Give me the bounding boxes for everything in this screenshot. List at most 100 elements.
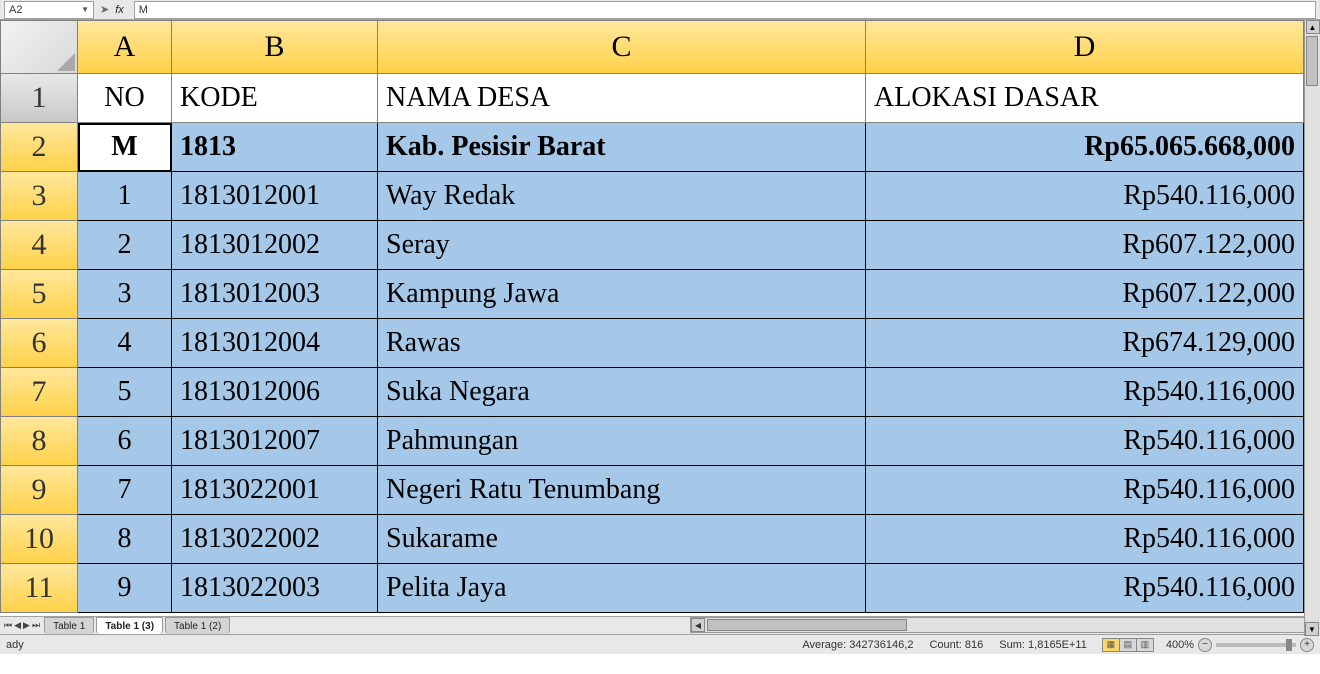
cell-A9[interactable]: 7 [78, 466, 172, 515]
cell-C4[interactable]: Seray [378, 221, 866, 270]
cell-C2[interactable]: Kab. Pesisir Barat [378, 123, 866, 172]
tab-nav-first-icon[interactable]: ⏮ [4, 620, 12, 631]
cell-D4[interactable]: Rp607.122,000 [866, 221, 1304, 270]
name-box-dropdown-icon[interactable]: ▼ [81, 5, 89, 14]
cell-A11[interactable]: 9 [78, 564, 172, 613]
cell-reference: A2 [9, 4, 22, 16]
cell-C8[interactable]: Pahmungan [378, 417, 866, 466]
cell-C11[interactable]: Pelita Jaya [378, 564, 866, 613]
row-header-1[interactable]: 1 [0, 74, 78, 123]
cell-D10[interactable]: Rp540.116,000 [866, 515, 1304, 564]
row-header-3[interactable]: 3 [0, 172, 78, 221]
row-header-11[interactable]: 11 [0, 564, 78, 613]
cell-C3[interactable]: Way Redak [378, 172, 866, 221]
column-header-D[interactable]: D [866, 20, 1304, 74]
cell-B7[interactable]: 1813012006 [172, 368, 378, 417]
cell-A6[interactable]: 4 [78, 319, 172, 368]
cell-C7[interactable]: Suka Negara [378, 368, 866, 417]
cell-D7[interactable]: Rp540.116,000 [866, 368, 1304, 417]
cell-A3[interactable]: 1 [78, 172, 172, 221]
cell-D3[interactable]: Rp540.116,000 [866, 172, 1304, 221]
zoom-level: 400% [1166, 639, 1194, 651]
vscroll-up-icon[interactable]: ▲ [1306, 20, 1320, 34]
cell-B9[interactable]: 1813022001 [172, 466, 378, 515]
cell-B10[interactable]: 1813022002 [172, 515, 378, 564]
cell-B8[interactable]: 1813012007 [172, 417, 378, 466]
cell-B4[interactable]: 1813012002 [172, 221, 378, 270]
cell-C5[interactable]: Kampung Jawa [378, 270, 866, 319]
status-average: Average: 342736146,2 [802, 639, 913, 651]
column-header-C[interactable]: C [378, 20, 866, 74]
cell-A8[interactable]: 6 [78, 417, 172, 466]
row-header-2[interactable]: 2 [0, 123, 78, 172]
status-count: Count: 816 [929, 639, 983, 651]
cell-B11[interactable]: 1813022003 [172, 564, 378, 613]
zoom-out-icon[interactable]: − [1198, 638, 1212, 652]
cell-D5[interactable]: Rp607.122,000 [866, 270, 1304, 319]
row-header-9[interactable]: 9 [0, 466, 78, 515]
view-page-layout-icon[interactable]: ▤ [1119, 638, 1137, 652]
sheet-tab[interactable]: Table 1 (2) [165, 617, 230, 634]
cell-C10[interactable]: Sukarame [378, 515, 866, 564]
cell-D2[interactable]: Rp65.065.668,000 [866, 123, 1304, 172]
row-header-7[interactable]: 7 [0, 368, 78, 417]
cell-C9[interactable]: Negeri Ratu Tenumbang [378, 466, 866, 515]
cell-B5[interactable]: 1813012003 [172, 270, 378, 319]
tab-nav-last-icon[interactable]: ⏭ [32, 620, 40, 631]
vscroll-thumb[interactable] [1306, 36, 1318, 86]
cell-B2[interactable]: 1813 [172, 123, 378, 172]
row-header-6[interactable]: 6 [0, 319, 78, 368]
cell-D11[interactable]: Rp540.116,000 [866, 564, 1304, 613]
cells-area[interactable]: NOKODENAMA DESAALOKASI DASAR M1813Kab. Pe… [78, 74, 1304, 613]
cell-D9[interactable]: Rp540.116,000 [866, 466, 1304, 515]
zoom-slider[interactable] [1216, 643, 1296, 647]
select-all-corner[interactable] [0, 20, 78, 74]
goto-icon[interactable]: ➤ [100, 3, 109, 16]
tab-nav-prev-icon[interactable]: ◀ [14, 620, 21, 631]
view-page-break-icon[interactable]: ▥ [1136, 638, 1154, 652]
cell-A10[interactable]: 8 [78, 515, 172, 564]
formula-bar: A2 ▼ ➤ fx M [0, 0, 1320, 20]
status-sum: Sum: 1,8165E+11 [999, 639, 1087, 651]
cell-A4[interactable]: 2 [78, 221, 172, 270]
tab-nav-next-icon[interactable]: ▶ [23, 620, 30, 631]
cell-D8[interactable]: Rp540.116,000 [866, 417, 1304, 466]
cell-A2[interactable]: M [78, 123, 172, 172]
name-box[interactable]: A2 ▼ [4, 1, 94, 19]
grid-main: ABCD NOKODENAMA DESAALOKASI DASARM1813Ka… [78, 20, 1304, 616]
cell-D1[interactable]: ALOKASI DASAR [866, 74, 1304, 123]
formula-input[interactable]: M [134, 1, 1316, 19]
row-header-column: 1234567891011 [0, 20, 78, 616]
zoom-control: 400% − + [1166, 638, 1314, 652]
sheet-tab-bar: ⏮ ◀ ▶ ⏭ Table 1Table 1 (3)Table 1 (2) ◀ … [0, 616, 1320, 634]
horizontal-scrollbar[interactable]: ◀ ▶ [690, 617, 1320, 633]
row-header-5[interactable]: 5 [0, 270, 78, 319]
hscroll-thumb[interactable] [707, 619, 907, 631]
sheet-tab[interactable]: Table 1 (3) [96, 617, 163, 634]
view-mode-buttons: ▦ ▤ ▥ [1103, 638, 1154, 652]
cell-B1[interactable]: KODE [172, 74, 378, 123]
row-header-4[interactable]: 4 [0, 221, 78, 270]
cell-C1[interactable]: NAMA DESA [378, 74, 866, 123]
column-headers: ABCD [78, 20, 1304, 74]
status-bar: ady Average: 342736146,2 Count: 816 Sum:… [0, 634, 1320, 654]
cell-D6[interactable]: Rp674.129,000 [866, 319, 1304, 368]
view-normal-icon[interactable]: ▦ [1102, 638, 1120, 652]
vscroll-down-icon[interactable]: ▼ [1305, 622, 1319, 636]
cell-A5[interactable]: 3 [78, 270, 172, 319]
fx-icon[interactable]: fx [115, 4, 128, 16]
cell-B3[interactable]: 1813012001 [172, 172, 378, 221]
row-header-8[interactable]: 8 [0, 417, 78, 466]
sheet-tab[interactable]: Table 1 [44, 617, 94, 634]
cell-A7[interactable]: 5 [78, 368, 172, 417]
row-header-10[interactable]: 10 [0, 515, 78, 564]
cell-A1[interactable]: NO [78, 74, 172, 123]
cell-C6[interactable]: Rawas [378, 319, 866, 368]
hscroll-left-icon[interactable]: ◀ [691, 618, 705, 632]
vertical-scrollbar[interactable]: ▲ ▼ [1304, 20, 1320, 636]
zoom-in-icon[interactable]: + [1300, 638, 1314, 652]
column-header-B[interactable]: B [172, 20, 378, 74]
column-header-A[interactable]: A [78, 20, 172, 74]
cell-B6[interactable]: 1813012004 [172, 319, 378, 368]
tab-nav-buttons: ⏮ ◀ ▶ ⏭ [0, 617, 44, 634]
